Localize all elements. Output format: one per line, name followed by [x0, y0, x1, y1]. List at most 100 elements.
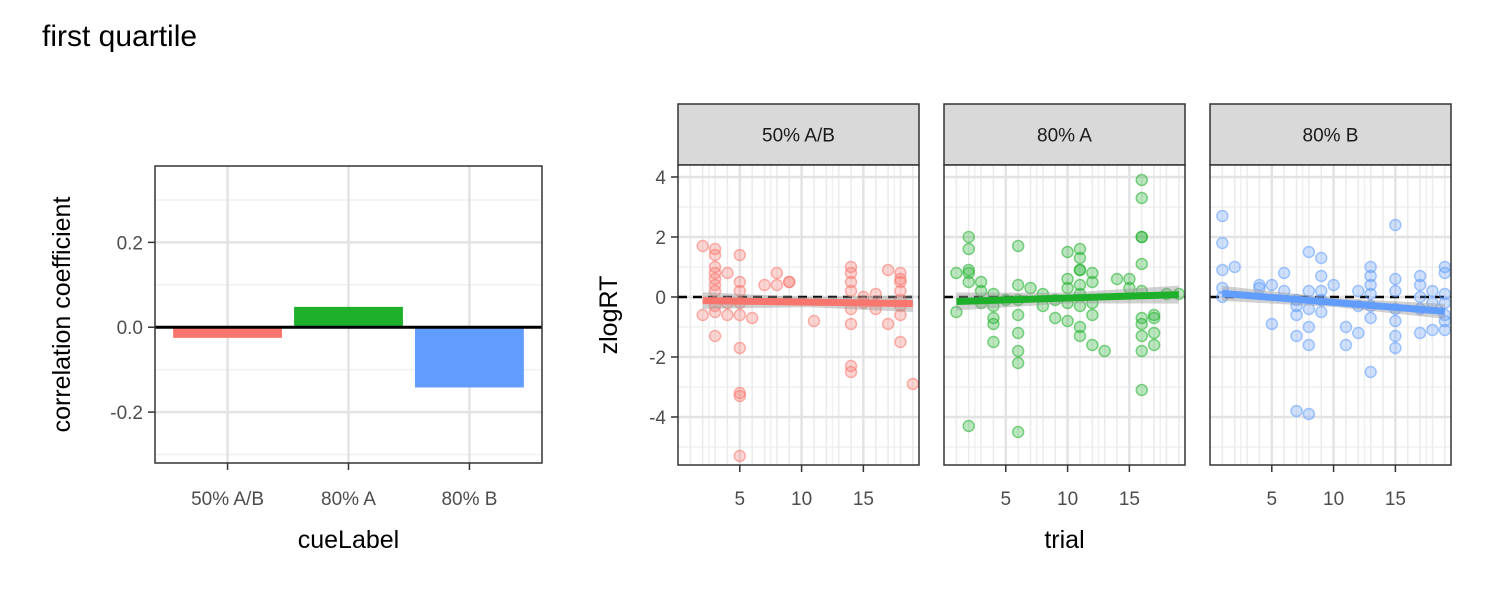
data-point: [1216, 236, 1229, 250]
data-point: [1011, 344, 1025, 358]
data-point: [906, 377, 920, 391]
data-point: [1147, 326, 1161, 340]
bar-y-tick-label: -0.2: [110, 403, 143, 424]
data-point: [1135, 383, 1148, 397]
data-point: [987, 335, 1000, 349]
data-point: [782, 275, 796, 289]
data-point: [1302, 284, 1316, 298]
facet-panel-background: [678, 165, 919, 465]
data-point: [708, 284, 722, 298]
data-point: [844, 317, 858, 331]
data-point: [1413, 326, 1427, 340]
data-point: [733, 341, 747, 355]
scatter-y-tick-label: -4: [649, 408, 666, 429]
data-point: [1389, 314, 1402, 328]
data-point: [962, 242, 975, 256]
data-point: [894, 284, 907, 298]
bar-50-a-b: [173, 327, 282, 338]
data-point: [1147, 311, 1161, 325]
data-point: [733, 275, 747, 289]
data-point: [1413, 269, 1427, 283]
data-point: [1228, 260, 1241, 274]
data-point: [745, 311, 759, 325]
data-point: [1339, 338, 1353, 352]
data-point: [844, 266, 858, 280]
data-point: [1135, 329, 1148, 343]
scatter-x-tick-label: 5: [1001, 489, 1012, 510]
data-point: [1265, 278, 1279, 292]
data-point: [881, 317, 895, 331]
data-point: [1061, 281, 1074, 295]
scatter-y-tick-label: 0: [655, 288, 666, 309]
bar-y-tick-label: 0.0: [117, 318, 143, 339]
data-point: [807, 314, 821, 328]
data-point: [1147, 338, 1161, 352]
facet-strip-label: 80% B: [1303, 126, 1359, 147]
data-point: [1073, 251, 1087, 265]
data-point: [770, 266, 784, 280]
fit-line: [956, 291, 1179, 305]
data-point: [733, 308, 747, 322]
data-point: [844, 284, 858, 298]
data-point: [844, 365, 858, 379]
data-point: [1364, 269, 1377, 283]
facet-panel-border: [677, 164, 920, 466]
data-point: [1364, 365, 1377, 379]
scatter-x-tick-label: 10: [791, 489, 812, 510]
data-point: [974, 284, 988, 298]
data-point: [1061, 314, 1074, 328]
data-point: [1061, 272, 1074, 286]
data-point: [1277, 266, 1291, 280]
data-point: [1290, 308, 1303, 322]
scatter-y-tick-label: 2: [655, 228, 666, 249]
data-point: [1302, 320, 1316, 334]
facet-panel-50-a-b: 50% A/B 5 10 15: [677, 103, 920, 510]
data-point: [1290, 329, 1303, 343]
data-point: [869, 287, 882, 301]
facet-strip-label: 50% A/B: [762, 126, 835, 147]
data-point: [1364, 260, 1377, 274]
data-point: [1314, 269, 1328, 283]
data-point: [1364, 311, 1377, 325]
fit-line: [702, 297, 913, 308]
data-point: [1413, 290, 1427, 304]
data-point: [1135, 230, 1148, 244]
facet-panel-background: [1210, 165, 1451, 465]
data-point: [962, 275, 975, 289]
data-point: [894, 275, 907, 289]
data-point: [1265, 317, 1279, 331]
data-point: [950, 305, 963, 319]
data-point: [1086, 308, 1099, 322]
data-point: [770, 278, 784, 292]
data-point: [1290, 404, 1303, 418]
scatter-y-axis-title: zlogRT: [595, 276, 623, 355]
data-point: [1011, 278, 1025, 292]
data-point: [1147, 308, 1161, 322]
data-point: [1048, 311, 1062, 325]
data-point: [1339, 320, 1353, 334]
bar-chart-panel: -0.2 0.0 0.2 50% A/B 80% A 80% B cueLabel corre…: [48, 165, 543, 554]
data-point: [1123, 272, 1136, 286]
data-point: [1135, 317, 1148, 331]
bar-x-tick-label: 80% B: [441, 489, 497, 510]
data-point: [1314, 305, 1328, 319]
data-point: [1073, 263, 1087, 277]
data-point: [1302, 245, 1316, 259]
data-point: [974, 275, 988, 289]
data-point: [962, 230, 975, 244]
data-point: [1302, 407, 1316, 421]
data-point: [1061, 245, 1074, 259]
data-point: [1011, 425, 1025, 439]
data-point: [1086, 266, 1099, 280]
scatter-x-tick-label: 10: [1323, 489, 1344, 510]
data-point: [1389, 272, 1402, 286]
scatter-x-tick-label: 15: [853, 489, 874, 510]
facet-panel-80-a: 80% A 5 10 15: [943, 103, 1186, 510]
facet-strip-label: 80% A: [1037, 126, 1092, 147]
bar-y-tick-label: 0.2: [117, 233, 143, 254]
data-point: [1135, 257, 1148, 271]
bar-x-axis-title: cueLabel: [298, 526, 399, 554]
bar-80-b: [415, 327, 524, 388]
data-point: [1426, 323, 1439, 337]
scatter-x-axis-title: trial: [1044, 526, 1084, 554]
